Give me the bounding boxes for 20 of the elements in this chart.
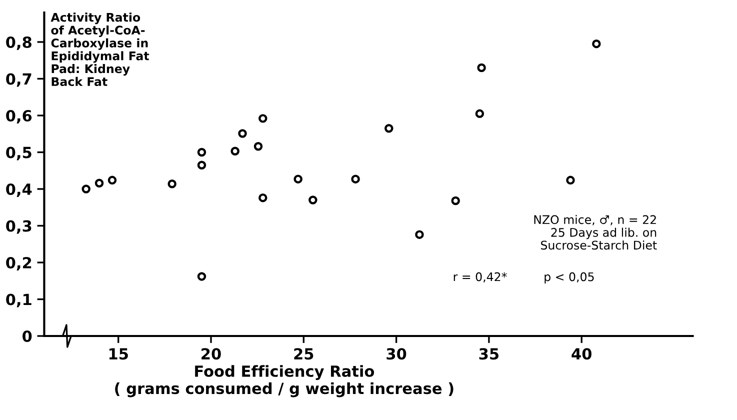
y-tick-label: 0,4: [6, 183, 32, 197]
annotation: p < 0,05: [544, 272, 594, 284]
y-tick-label: 0,3: [6, 220, 32, 234]
y-tick-label: 0,8: [6, 36, 32, 50]
y-tick-label: 0,6: [6, 110, 32, 124]
x-axis-title: Food Efficiency Ratio ( grams consumed / g weight increase ): [115, 365, 454, 398]
annotation: r = 0,42*: [454, 272, 507, 282]
annotation: NZO mice, ♂, n = 22 25 Days ad lib. on Sucrose-Starch Diet: [534, 214, 657, 250]
y-tick-label: 0: [22, 330, 32, 342]
y-axis-title: Activity Ratio of Acetyl-CoA- Carboxylase in Epididymal Fat Pad: Kidney Back Fat: [50, 12, 150, 86]
y-tick-label: 0,2: [6, 256, 32, 270]
x-tick-label: 35: [479, 348, 499, 360]
y-tick-label: 0,7: [6, 73, 32, 87]
x-tick-label: 40: [572, 348, 592, 360]
y-tick-label: 0,5: [6, 146, 32, 160]
x-tick-label: 20: [202, 348, 221, 360]
x-tick-label: 30: [386, 348, 406, 360]
x-tick-label: 15: [109, 348, 128, 360]
x-tick-label: 25: [294, 348, 314, 360]
y-tick-label: 0,1: [6, 294, 32, 308]
